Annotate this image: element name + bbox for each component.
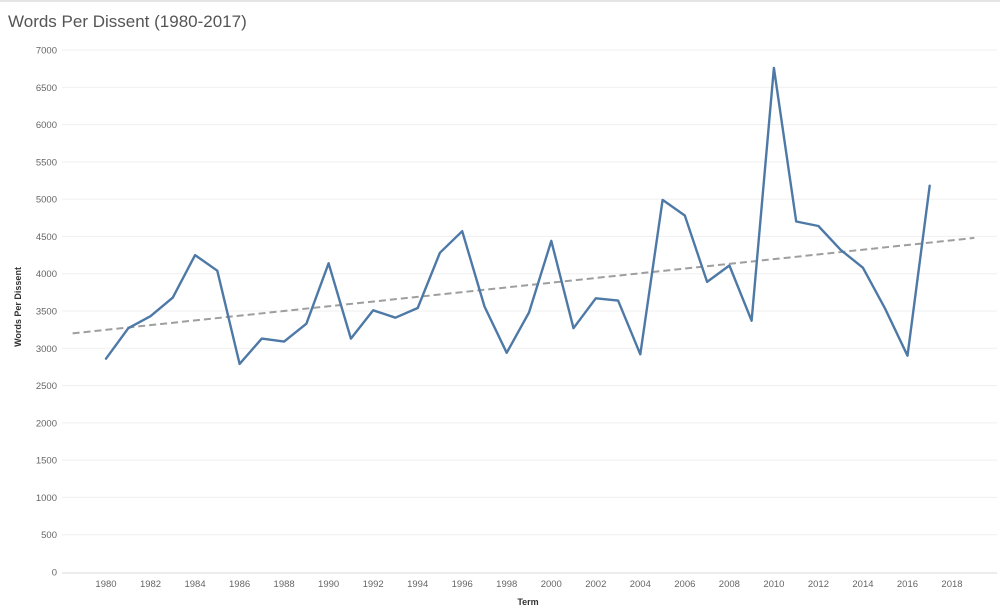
x-tick-label: 2004 (630, 579, 651, 590)
series-line (104, 66, 931, 366)
x-tick-label: 1984 (184, 579, 205, 590)
x-tick-label: 1980 (95, 579, 116, 590)
chart-title: Words Per Dissent (1980-2017) (8, 12, 247, 31)
y-tick-label: 1500 (36, 456, 57, 467)
y-axis-title: Words Per Dissent (13, 267, 23, 347)
y-tick-label: 500 (41, 530, 57, 541)
y-tick-label: 0 (52, 568, 57, 579)
x-tick-label: 1998 (496, 579, 517, 590)
y-axis: 0 500 1000 1500 2000 2500 3000 3500 4000 4500 5000… (36, 46, 57, 579)
y-tick-label: 6000 (36, 120, 57, 131)
x-axis-title: Term (517, 597, 538, 607)
y-tick-label: 7000 (36, 46, 57, 57)
x-tick-label: 2006 (674, 579, 695, 590)
grid-lines (62, 49, 997, 536)
trend-line (72, 236, 975, 335)
y-tick-label: 5000 (36, 195, 57, 206)
x-tick-label: 1994 (407, 579, 428, 590)
y-tick-label: 2000 (36, 418, 57, 429)
x-tick-label: 2002 (585, 579, 606, 590)
y-tick-label: 3500 (36, 307, 57, 318)
x-tick-label: 2000 (541, 579, 562, 590)
x-tick-label: 2012 (808, 579, 829, 590)
x-tick-label: 2016 (897, 579, 918, 590)
x-tick-label: 1988 (274, 579, 295, 590)
y-tick-label: 4000 (36, 269, 57, 280)
x-tick-label: 1992 (363, 579, 384, 590)
x-tick-label: 1990 (318, 579, 339, 590)
y-tick-label: 6500 (36, 83, 57, 94)
y-tick-label: 1000 (36, 493, 57, 504)
x-tick-label: 1986 (229, 579, 250, 590)
y-tick-label: 3000 (36, 344, 57, 355)
y-tick-label: 4500 (36, 232, 57, 243)
x-axis: 1980 1982 1984 1986 1988 1990 1992 1994 1996 1998… (95, 579, 962, 590)
y-tick-label: 5500 (36, 157, 57, 168)
x-tick-label: 2008 (719, 579, 740, 590)
x-tick-label: 1996 (452, 579, 473, 590)
x-tick-label: 2018 (941, 579, 962, 590)
x-tick-label: 2010 (763, 579, 784, 590)
x-tick-label: 2014 (852, 579, 873, 590)
x-tick-label: 1982 (140, 579, 161, 590)
y-tick-label: 2500 (36, 381, 57, 392)
